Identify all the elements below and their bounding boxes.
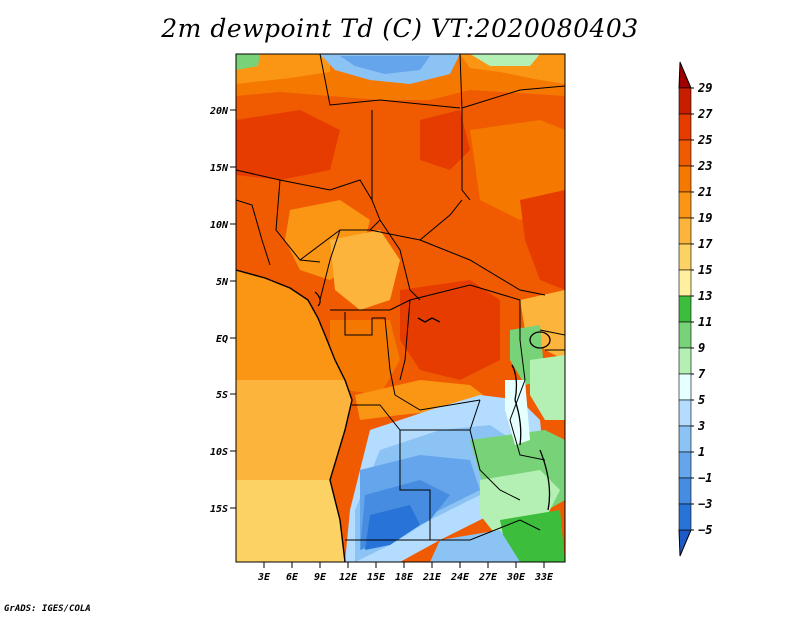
lat-label: 10S [210, 447, 228, 458]
colorbar-swatch [678, 503, 692, 531]
up-triangle-icon [678, 61, 692, 89]
colorbar-swatch [678, 87, 692, 115]
river-congo [417, 317, 441, 323]
colorbar-label: 3 [697, 419, 705, 433]
lake-malawi [539, 449, 551, 511]
coastline [236, 269, 353, 562]
colorbar-swatch [678, 243, 692, 271]
lon-label: 18E [395, 572, 414, 583]
colorbar-label: 27 [697, 107, 713, 121]
lat-axis [230, 109, 236, 509]
lon-label: 12E [339, 572, 358, 583]
colorbar-swatch [678, 191, 692, 219]
down-triangle-icon [678, 529, 692, 557]
colorbar-label: 25 [697, 133, 712, 147]
lon-label: 33E [534, 572, 554, 583]
colorbar-label: 9 [698, 341, 705, 355]
lon-label: 27E [478, 572, 498, 583]
lon-label: 24E [450, 572, 470, 583]
lon-label: 6E [286, 572, 299, 583]
colorbar-swatch [678, 373, 692, 401]
lat-label: 20N [209, 106, 229, 117]
colorbar-swatch [678, 477, 692, 505]
lake-tanganyika [514, 399, 522, 446]
colorbar-swatch [678, 139, 692, 167]
lon-label: 3E [257, 572, 271, 583]
lat-label: 5N [216, 277, 229, 288]
colorbar-swatch [678, 113, 692, 141]
footer-credit: GrADS: IGES/COLA [4, 604, 91, 614]
ocean-far-south [236, 480, 346, 562]
colorbar-label: 7 [698, 367, 706, 381]
lon-label: 9E [314, 572, 327, 583]
colorbar-swatches [678, 87, 692, 531]
lat-label: 10N [210, 220, 229, 231]
colorbar-swatch [678, 399, 692, 427]
lon-axis [263, 562, 545, 568]
colorbar-swatch [678, 295, 692, 323]
lat-label: 15S [210, 504, 228, 515]
lon-label: 21E [422, 572, 442, 583]
colorbar-labels: 29 27 25 23 21 19 17 15 13 11 9 7 5 3 1 −1 −3 −5 [691, 81, 713, 537]
lon-label: 15E [367, 572, 386, 583]
lat-label: EQ [216, 334, 228, 345]
lat-label: 15N [210, 163, 229, 174]
colorbar-label: 17 [698, 237, 713, 251]
colorbar-label: 19 [698, 211, 712, 225]
map-frame [235, 53, 566, 563]
colorbar-swatch [678, 347, 692, 375]
colorbar-label: 5 [698, 393, 705, 407]
colorbar-label: 11 [698, 315, 712, 329]
colorbar-label: −1 [698, 471, 712, 485]
colorbar-label: 21 [697, 185, 712, 199]
colorbar: 29 27 25 23 21 19 17 15 13 11 9 7 5 3 1 −1 −3 −5 [678, 61, 713, 557]
map-area [236, 54, 565, 562]
lat-label: 5S [216, 390, 228, 401]
colorbar-label: −5 [698, 523, 712, 537]
colorbar-label: −3 [698, 497, 712, 511]
lake-victoria [529, 331, 551, 349]
colorbar-swatch [678, 425, 692, 453]
colorbar-swatch [678, 217, 692, 245]
lake-kivu [511, 364, 518, 401]
lon-label: 30E [506, 572, 526, 583]
colorbar-label: 13 [698, 289, 712, 303]
colorbar-swatch [678, 165, 692, 193]
colorbar-swatch [678, 451, 692, 479]
colorbar-swatch [678, 321, 692, 349]
colorbar-label: 23 [697, 159, 712, 173]
colorbar-swatch [678, 269, 692, 297]
plot-title: 2m dewpoint Td (C) VT:2020080403 [161, 14, 639, 43]
colorbar-label: 15 [698, 263, 712, 277]
colorbar-label: 29 [697, 81, 712, 95]
colorbar-label: 1 [698, 445, 705, 459]
lakes [417, 317, 551, 511]
country-borders [236, 54, 565, 541]
